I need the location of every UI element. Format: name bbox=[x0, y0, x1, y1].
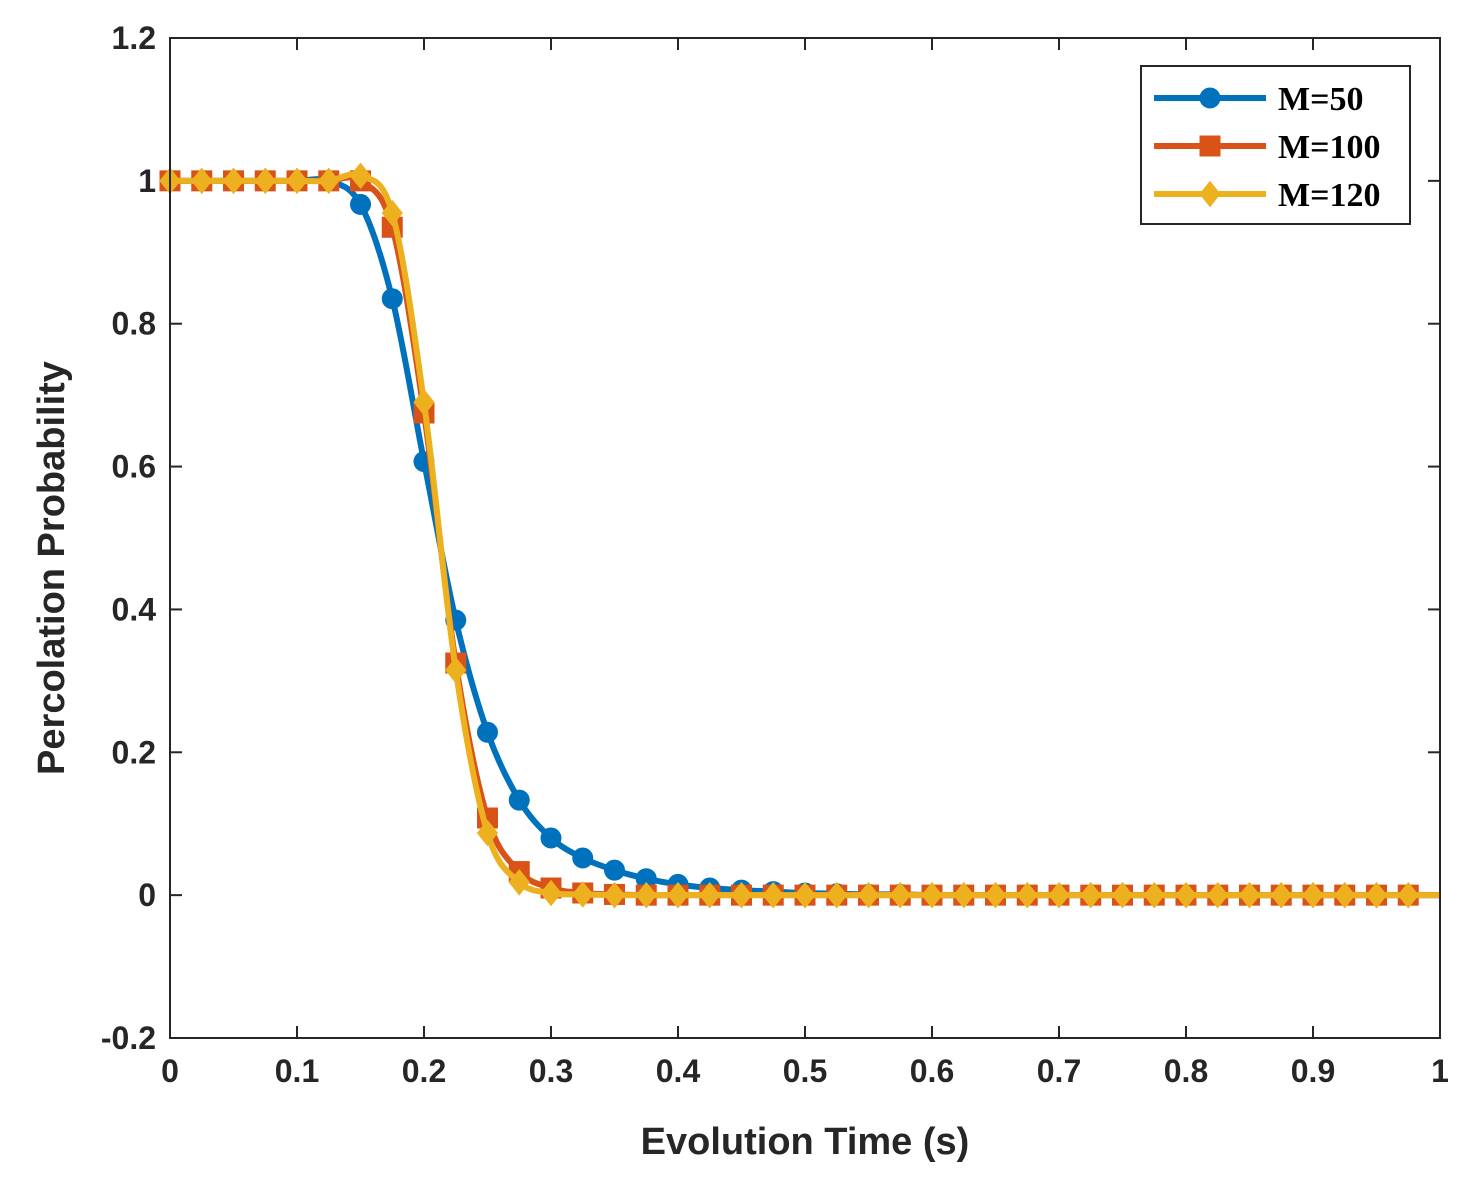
data-point bbox=[1270, 881, 1292, 909]
data-point bbox=[1175, 881, 1197, 909]
data-point bbox=[730, 881, 753, 909]
y-tick-label: 0 bbox=[138, 877, 156, 913]
data-point bbox=[604, 859, 625, 881]
plot-series bbox=[159, 162, 1440, 909]
data-point bbox=[1016, 881, 1038, 909]
data-point bbox=[1207, 881, 1229, 909]
data-point bbox=[350, 193, 371, 215]
x-tick-label: 0.5 bbox=[783, 1053, 827, 1089]
data-point bbox=[222, 167, 245, 195]
y-axis-title: Percolation Probability bbox=[31, 361, 73, 775]
data-point bbox=[445, 656, 467, 684]
data-point bbox=[857, 881, 880, 909]
series-line bbox=[170, 171, 1440, 899]
legend-label: M=50 bbox=[1278, 81, 1363, 118]
legend-marker bbox=[1199, 87, 1221, 109]
data-point bbox=[1080, 881, 1102, 909]
x-tick-label: 0.3 bbox=[529, 1053, 573, 1089]
data-point bbox=[572, 847, 594, 869]
data-point bbox=[191, 167, 213, 195]
legend-marker bbox=[1199, 135, 1221, 157]
data-point bbox=[1048, 881, 1070, 909]
data-point bbox=[381, 288, 403, 310]
y-tick-label: -0.2 bbox=[101, 1020, 156, 1056]
data-point bbox=[1365, 881, 1388, 909]
data-point bbox=[826, 881, 848, 909]
legend-label: M=100 bbox=[1278, 129, 1380, 166]
x-tick-label: 1 bbox=[1431, 1053, 1449, 1089]
data-point bbox=[572, 881, 594, 908]
series-line bbox=[170, 174, 1440, 899]
data-point bbox=[1334, 881, 1356, 909]
series-m-50 bbox=[159, 170, 1440, 906]
x-tick-label: 0.7 bbox=[1037, 1053, 1081, 1089]
data-point bbox=[413, 388, 435, 416]
plot-area-border bbox=[169, 37, 1441, 1039]
data-point bbox=[286, 167, 308, 195]
legend-marker bbox=[1199, 180, 1221, 208]
series-line bbox=[170, 176, 1440, 899]
data-point bbox=[794, 881, 816, 909]
data-point bbox=[921, 881, 943, 909]
data-point bbox=[540, 827, 562, 849]
data-point bbox=[477, 721, 498, 743]
data-point bbox=[508, 789, 530, 811]
data-point bbox=[635, 881, 657, 909]
data-point bbox=[381, 199, 403, 227]
y-tick-label: 1 bbox=[138, 163, 156, 199]
x-tick-label: 0.2 bbox=[402, 1053, 446, 1089]
series-m-120 bbox=[159, 162, 1440, 909]
legend-entry: M=120 bbox=[1154, 177, 1380, 214]
y-tick-label: 0.2 bbox=[112, 734, 156, 770]
x-tick-label: 0.1 bbox=[275, 1053, 319, 1089]
y-tick-label: 0.8 bbox=[112, 306, 156, 342]
y-tick-label: 1.2 bbox=[112, 20, 156, 56]
y-tick-label: 0.4 bbox=[112, 591, 157, 627]
x-tick-label: 0.8 bbox=[1164, 1053, 1208, 1089]
data-point bbox=[318, 167, 340, 195]
x-tick-label: 0.9 bbox=[1291, 1053, 1335, 1089]
data-point bbox=[476, 819, 499, 847]
data-point bbox=[667, 881, 689, 909]
data-point bbox=[699, 881, 721, 909]
data-point bbox=[349, 162, 372, 190]
data-point bbox=[1302, 881, 1324, 909]
x-axis-title: Evolution Time (s) bbox=[641, 1121, 970, 1163]
axes: 0 0.1 0.2 0.3 0.4 0.5 0.6 0.7 0.8 0.9 1-0.200.20.4… bbox=[101, 20, 1449, 1089]
data-point bbox=[984, 881, 1007, 909]
data-point bbox=[1111, 881, 1134, 909]
legend-label: M=120 bbox=[1278, 177, 1380, 214]
data-point bbox=[254, 167, 276, 195]
data-point bbox=[540, 879, 562, 907]
data-point bbox=[1397, 881, 1419, 909]
data-point bbox=[508, 868, 530, 896]
legend-entry: M=50 bbox=[1154, 81, 1363, 118]
data-point bbox=[889, 881, 911, 909]
data-point bbox=[953, 881, 975, 909]
legend-entry: M=100 bbox=[1154, 129, 1380, 166]
legend: M=50 M=100 M=120 bbox=[1140, 65, 1411, 225]
data-point bbox=[1143, 881, 1165, 909]
x-tick-label: 0 bbox=[161, 1053, 179, 1089]
data-point bbox=[603, 881, 626, 909]
data-point bbox=[1238, 881, 1261, 909]
data-point bbox=[762, 881, 784, 909]
x-tick-label: 0.6 bbox=[910, 1053, 954, 1089]
x-tick-label: 0.4 bbox=[656, 1053, 701, 1089]
series-m-100 bbox=[159, 170, 1440, 906]
y-tick-label: 0.6 bbox=[112, 449, 156, 485]
